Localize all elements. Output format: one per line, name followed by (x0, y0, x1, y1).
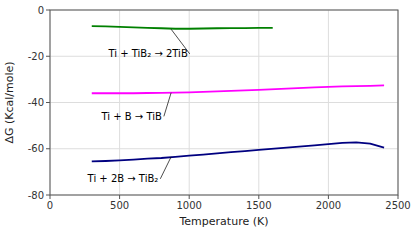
y-tick-label: -20 (28, 51, 44, 62)
x-tick-label: 1000 (176, 200, 201, 211)
y-grid-line (50, 56, 398, 57)
annotation-text: Ti + 2B → TiB₂ (87, 173, 159, 184)
y-tick (46, 148, 50, 149)
y-tick-label: -40 (28, 97, 44, 108)
annotation-arrow (171, 29, 190, 54)
annotations: Ti + TiB₂ → 2TiB Ti + B → TiB Ti + 2B → Ti… (87, 29, 190, 184)
x-axis-label: Temperature (K) (179, 215, 269, 228)
x-tick-label: 1500 (246, 200, 271, 211)
y-axis-label: ΔG (Kcal/mole) (3, 61, 16, 143)
x-tick (119, 195, 120, 199)
chart: 0 500 1000 1500 2000 2500 0 -20 -40 -60 -80 Tempera… (0, 0, 412, 231)
x-tick-label: 0 (47, 200, 53, 211)
annotation-text: Ti + B → TiB (101, 111, 162, 122)
grid (50, 10, 398, 195)
x-tick-label: 500 (110, 200, 129, 211)
x-tick-label: 2500 (385, 200, 410, 211)
x-tick (189, 195, 190, 199)
y-grid-line (50, 102, 398, 103)
plot-frame (50, 10, 398, 195)
y-tick (46, 102, 50, 103)
lines (92, 26, 384, 161)
annotation-arrow (164, 93, 171, 117)
y-tick-label: 0 (38, 5, 44, 16)
x-tick (398, 195, 399, 199)
x-tick (258, 195, 259, 199)
axes: 0 500 1000 1500 2000 2500 0 -20 -40 -60 -80 (28, 5, 411, 212)
y-tick (46, 195, 50, 196)
y-tick-label: -80 (28, 190, 44, 201)
y-tick (46, 56, 50, 57)
series-line (92, 85, 384, 93)
x-tick (328, 195, 329, 199)
series-line (92, 26, 273, 29)
x-tick-label: 2000 (316, 200, 341, 211)
annotation-text: Ti + TiB₂ → 2TiB (107, 48, 187, 59)
x-tick (50, 195, 51, 199)
y-tick (46, 10, 50, 11)
series-line (92, 142, 384, 161)
y-tick-label: -60 (28, 143, 44, 154)
y-grid-line (50, 148, 398, 149)
annotation-arrow (160, 157, 171, 179)
